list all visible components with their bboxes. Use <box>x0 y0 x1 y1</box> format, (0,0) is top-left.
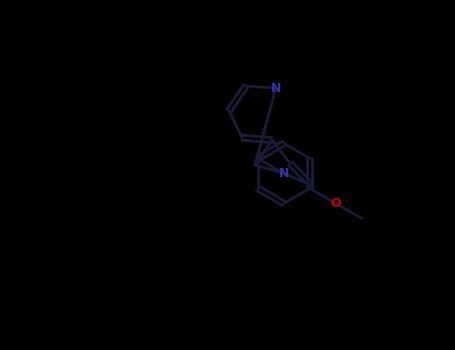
Text: N: N <box>278 167 289 180</box>
Text: N: N <box>271 82 281 95</box>
Text: O: O <box>330 197 341 210</box>
